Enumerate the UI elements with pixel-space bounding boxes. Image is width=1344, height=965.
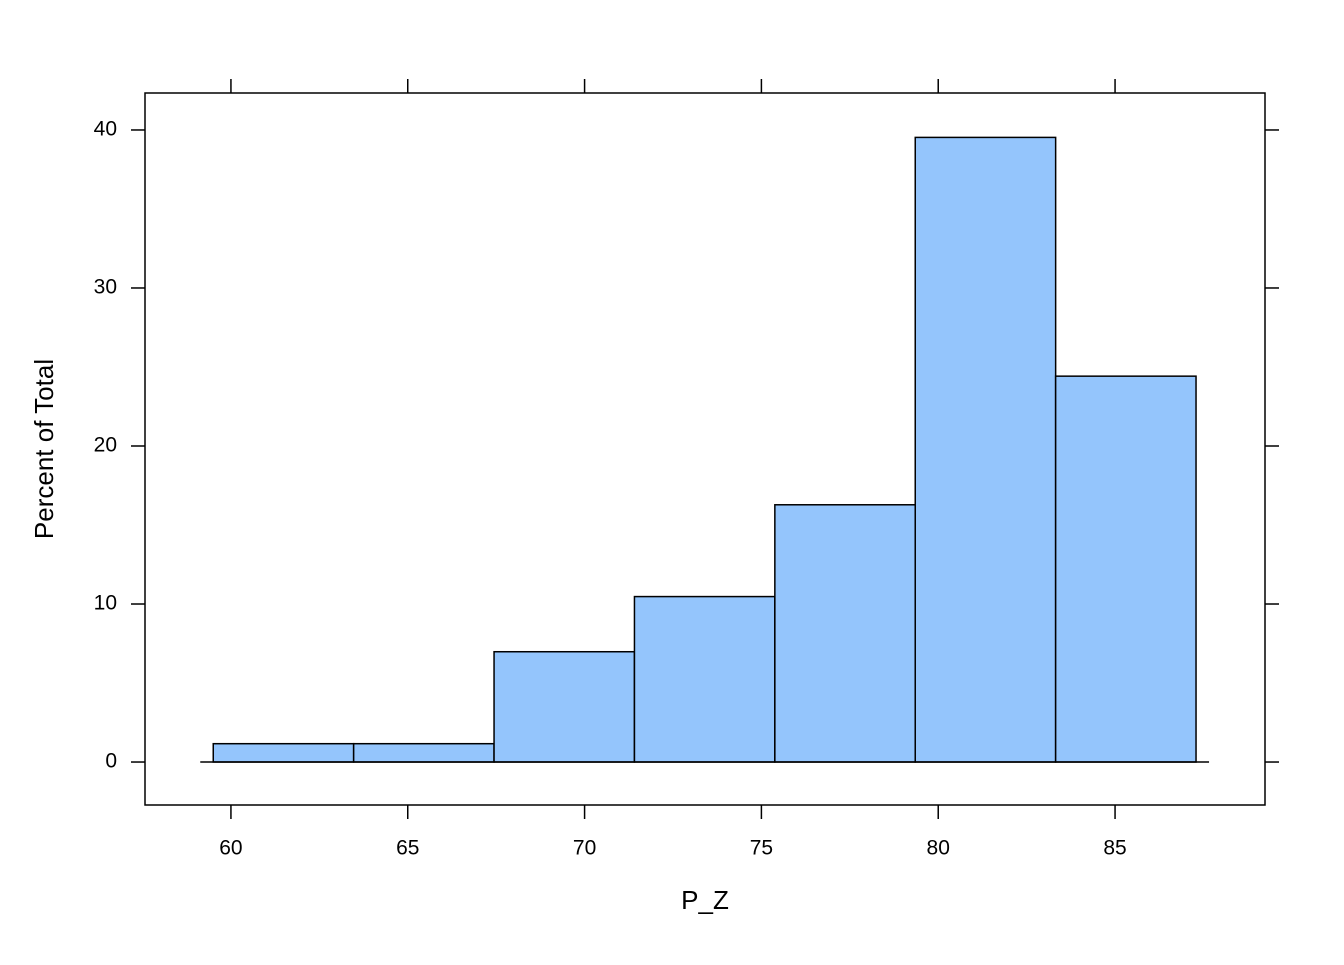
bar — [212, 742, 355, 763]
bar — [1054, 375, 1197, 763]
y-tick-label: 0 — [105, 750, 117, 773]
x-tick-label: 75 — [750, 837, 773, 860]
y-axis-label: Percent of Total — [29, 359, 59, 539]
bar — [352, 742, 495, 763]
bar — [493, 650, 636, 763]
x-axis-label: P_Z — [681, 885, 729, 915]
x-tick-label: 85 — [1103, 837, 1126, 860]
panel-frame — [144, 92, 1266, 806]
y-tick-label: 40 — [94, 118, 117, 141]
x-tick-label: 70 — [573, 837, 596, 860]
x-tick-label: 60 — [219, 837, 242, 860]
x-tick-label: 80 — [927, 837, 950, 860]
bar — [633, 595, 776, 763]
bar — [914, 136, 1057, 763]
y-tick-label: 30 — [94, 276, 117, 299]
y-tick-label: 20 — [94, 434, 117, 457]
bar — [774, 504, 916, 763]
y-tick-label: 10 — [94, 592, 117, 615]
x-tick-label: 65 — [396, 837, 419, 860]
